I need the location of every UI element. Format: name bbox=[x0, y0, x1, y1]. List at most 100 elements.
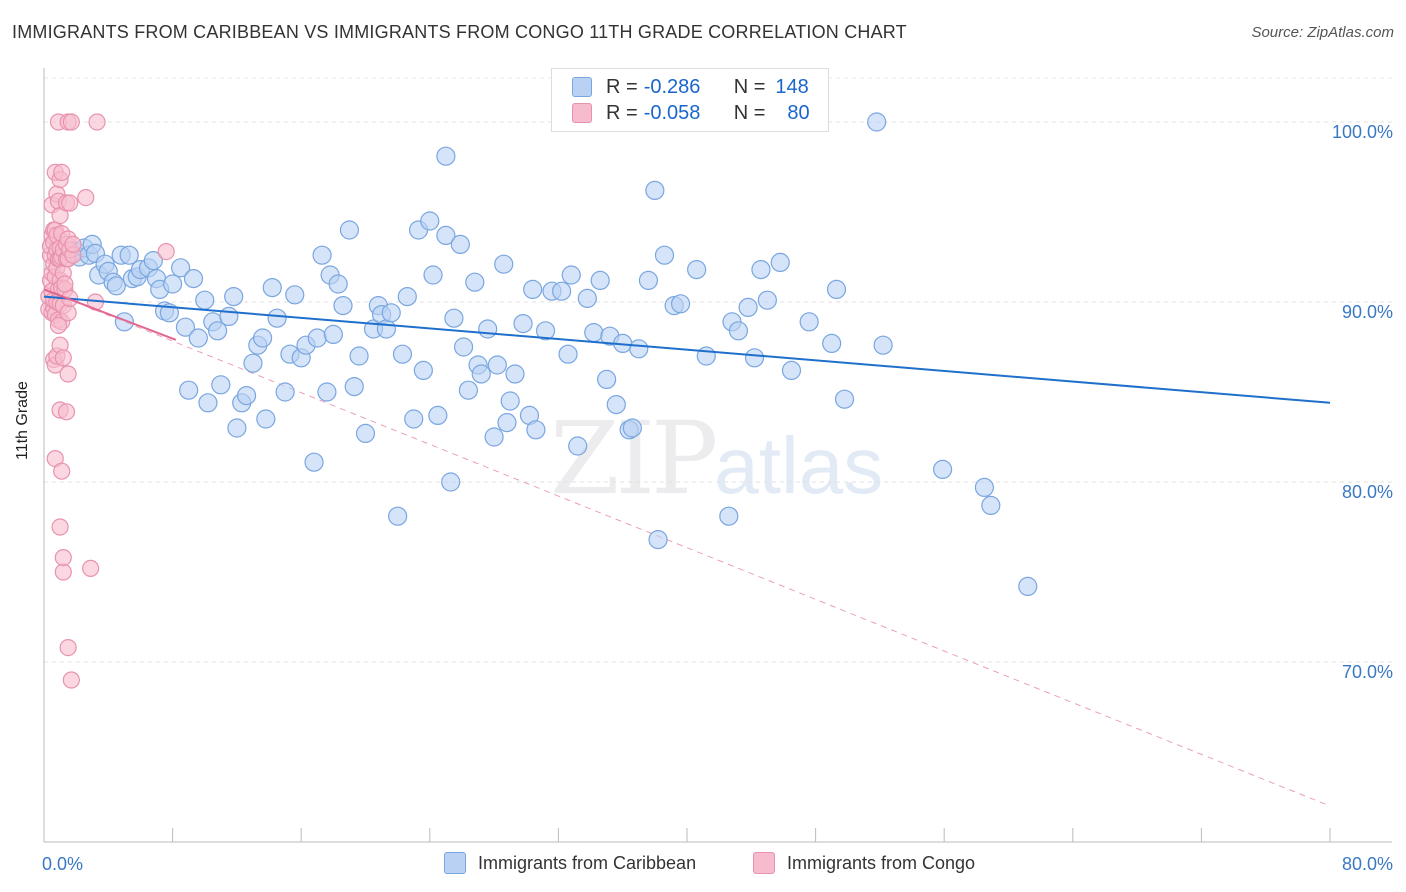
caribbean-point bbox=[487, 355, 507, 375]
legend-n-label: N = bbox=[733, 101, 766, 124]
congo-point bbox=[54, 349, 72, 367]
x-tick-label: 0.0% bbox=[42, 854, 83, 874]
source-label: Source: ZipAtlas.com bbox=[1251, 24, 1394, 41]
congo-point bbox=[62, 113, 80, 131]
caribbean-point bbox=[826, 279, 847, 299]
caribbean-point bbox=[349, 346, 369, 366]
caribbean-point bbox=[1018, 576, 1038, 597]
caribbean-point bbox=[822, 333, 842, 353]
caribbean-point bbox=[622, 418, 642, 438]
caribbean-point bbox=[590, 270, 610, 290]
congo-point bbox=[62, 671, 80, 689]
caribbean-point bbox=[606, 395, 626, 415]
caribbean-point bbox=[981, 495, 1001, 515]
caribbean-point bbox=[163, 274, 183, 294]
caribbean-point bbox=[227, 418, 247, 438]
caribbean-point bbox=[552, 281, 572, 301]
caribbean-point bbox=[526, 420, 546, 440]
congo-point bbox=[82, 559, 100, 578]
legend-row-caribbean: R = -0.286 N = 148 bbox=[572, 75, 809, 99]
caribbean-point bbox=[171, 258, 191, 278]
congo-point bbox=[64, 235, 82, 253]
caribbean-point bbox=[243, 353, 263, 373]
caribbean-point bbox=[428, 405, 448, 425]
congo-trend-extension bbox=[43, 288, 1331, 807]
congo-point bbox=[49, 316, 68, 334]
caribbean-point bbox=[420, 211, 440, 231]
caribbean-point bbox=[106, 276, 126, 296]
caribbean-point bbox=[696, 346, 716, 366]
caribbean-trend-line bbox=[43, 295, 1331, 404]
caribbean-point bbox=[441, 472, 461, 492]
caribbean-point bbox=[323, 324, 343, 344]
caribbean-point bbox=[404, 409, 424, 429]
caribbean-point bbox=[873, 335, 893, 355]
caribbean-point bbox=[932, 459, 953, 479]
congo-point bbox=[53, 462, 71, 480]
caribbean-point bbox=[577, 288, 597, 308]
caribbean-point bbox=[376, 319, 396, 339]
caribbean-point bbox=[119, 245, 139, 265]
legend-item-congo[interactable]: Immigrants from Congo bbox=[753, 852, 975, 874]
caribbean-point bbox=[236, 386, 257, 406]
caribbean-point bbox=[478, 319, 498, 339]
legend-r-value: -0.286 bbox=[643, 75, 701, 98]
caribbean-point bbox=[444, 308, 464, 328]
caribbean-point bbox=[465, 272, 485, 292]
caribbean-point bbox=[307, 328, 327, 348]
caribbean-point bbox=[339, 220, 360, 240]
congo-point bbox=[88, 113, 106, 131]
caribbean-point bbox=[687, 260, 707, 280]
caribbean-point bbox=[535, 321, 556, 341]
caribbean-point bbox=[738, 297, 758, 317]
caribbean-point bbox=[484, 427, 504, 447]
caribbean-point bbox=[728, 321, 749, 341]
caribbean-point bbox=[388, 506, 408, 526]
caribbean-point bbox=[413, 360, 433, 380]
caribbean-point bbox=[256, 409, 276, 429]
caribbean-point bbox=[513, 314, 533, 334]
caribbean-point bbox=[450, 234, 470, 254]
congo-point bbox=[59, 365, 77, 383]
y-tick-label: 90.0% bbox=[1342, 302, 1393, 322]
caribbean-point bbox=[436, 225, 456, 245]
congo-point bbox=[51, 518, 69, 536]
congo-point bbox=[54, 563, 72, 581]
caribbean-point bbox=[645, 180, 665, 200]
legend-r-label: R = bbox=[606, 101, 638, 124]
caribbean-point bbox=[344, 377, 364, 397]
legend-swatch-congo bbox=[753, 852, 775, 874]
legend-item-caribbean[interactable]: Immigrants from Caribbean bbox=[444, 852, 696, 874]
legend-r-label: R = bbox=[606, 75, 638, 98]
y-tick-label: 100.0% bbox=[1332, 122, 1393, 142]
caribbean-point bbox=[355, 423, 376, 443]
x-tick-label: 80.0% bbox=[1342, 854, 1393, 874]
caribbean-point bbox=[423, 265, 443, 285]
caribbean-point bbox=[561, 265, 581, 285]
caribbean-point bbox=[114, 312, 134, 332]
caribbean-point bbox=[558, 344, 578, 364]
caribbean-point bbox=[275, 382, 295, 402]
correlation-legend: R = -0.286 N = 148 R = -0.058 N = 80 bbox=[551, 68, 829, 132]
congo-trend-line bbox=[43, 288, 177, 341]
caribbean-point bbox=[179, 380, 199, 400]
caribbean-point bbox=[584, 323, 604, 343]
y-axis-label: 11th Grade bbox=[14, 381, 31, 460]
caribbean-point bbox=[719, 506, 739, 526]
caribbean-point bbox=[183, 269, 204, 289]
legend-n-value: 80 bbox=[787, 101, 810, 124]
legend-n-label: N = bbox=[733, 75, 766, 98]
y-tick-label: 70.0% bbox=[1342, 662, 1393, 682]
caribbean-point bbox=[867, 112, 887, 132]
legend-swatch-caribbean bbox=[572, 77, 592, 97]
caribbean-point bbox=[648, 529, 668, 550]
caribbean-point bbox=[799, 312, 819, 332]
caribbean-point bbox=[381, 303, 401, 323]
congo-point bbox=[77, 189, 95, 207]
caribbean-point bbox=[195, 290, 215, 310]
caribbean-point bbox=[770, 252, 790, 272]
legend-n-value: 148 bbox=[775, 75, 809, 98]
caribbean-point bbox=[175, 317, 196, 337]
caribbean-point bbox=[188, 328, 208, 348]
caribbean-point bbox=[497, 413, 517, 433]
